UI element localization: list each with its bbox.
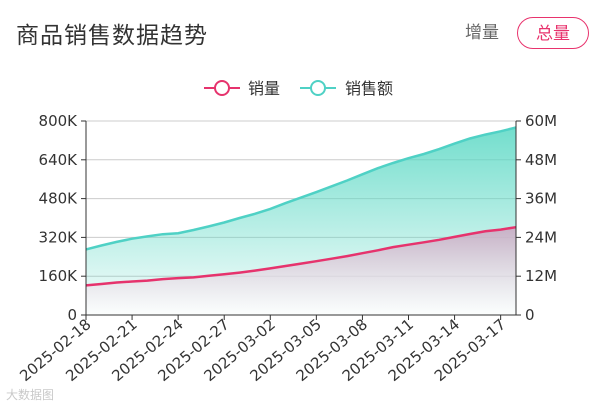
y-left-tick-label: 800K [39,112,79,130]
y-left-tick-label: 640K [39,151,79,169]
toggle-total-button[interactable]: 总量 [517,17,589,49]
y-right-tick-label: 48M [525,151,557,169]
y-right-tick-label: 60M [525,112,557,130]
watermark-text: 大数据图 [6,388,55,402]
axes: 0160K320K480K640K800K012M24M36M48M60M202… [16,112,557,385]
y-right-tick-label: 36M [525,190,557,208]
y-left-tick-label: 480K [39,190,79,208]
toggle-delta-button[interactable]: 增量 [465,23,499,43]
legend-sales-label: 销量 [248,79,280,98]
y-left-tick-label: 160K [39,267,79,285]
legend-revenue-label: 销售额 [345,79,393,98]
series-lines [85,126,517,287]
sales-line [85,225,517,287]
legend-revenue-marker [310,80,326,96]
y-left-tick-label: 320K [39,228,79,246]
y-right-tick-label: 12M [525,267,557,285]
chart-title: 商品销售数据趋势 [16,23,208,49]
y-left-tick-label: 0 [67,306,77,324]
series-areas [86,127,516,315]
legend[interactable]: 销量 销售额 [204,79,393,98]
revenue-line [85,126,517,251]
y-right-tick-label: 24M [525,228,557,246]
y-right-tick-label: 0 [525,306,535,324]
sales-area [86,227,516,315]
legend-sales-marker [214,80,230,96]
